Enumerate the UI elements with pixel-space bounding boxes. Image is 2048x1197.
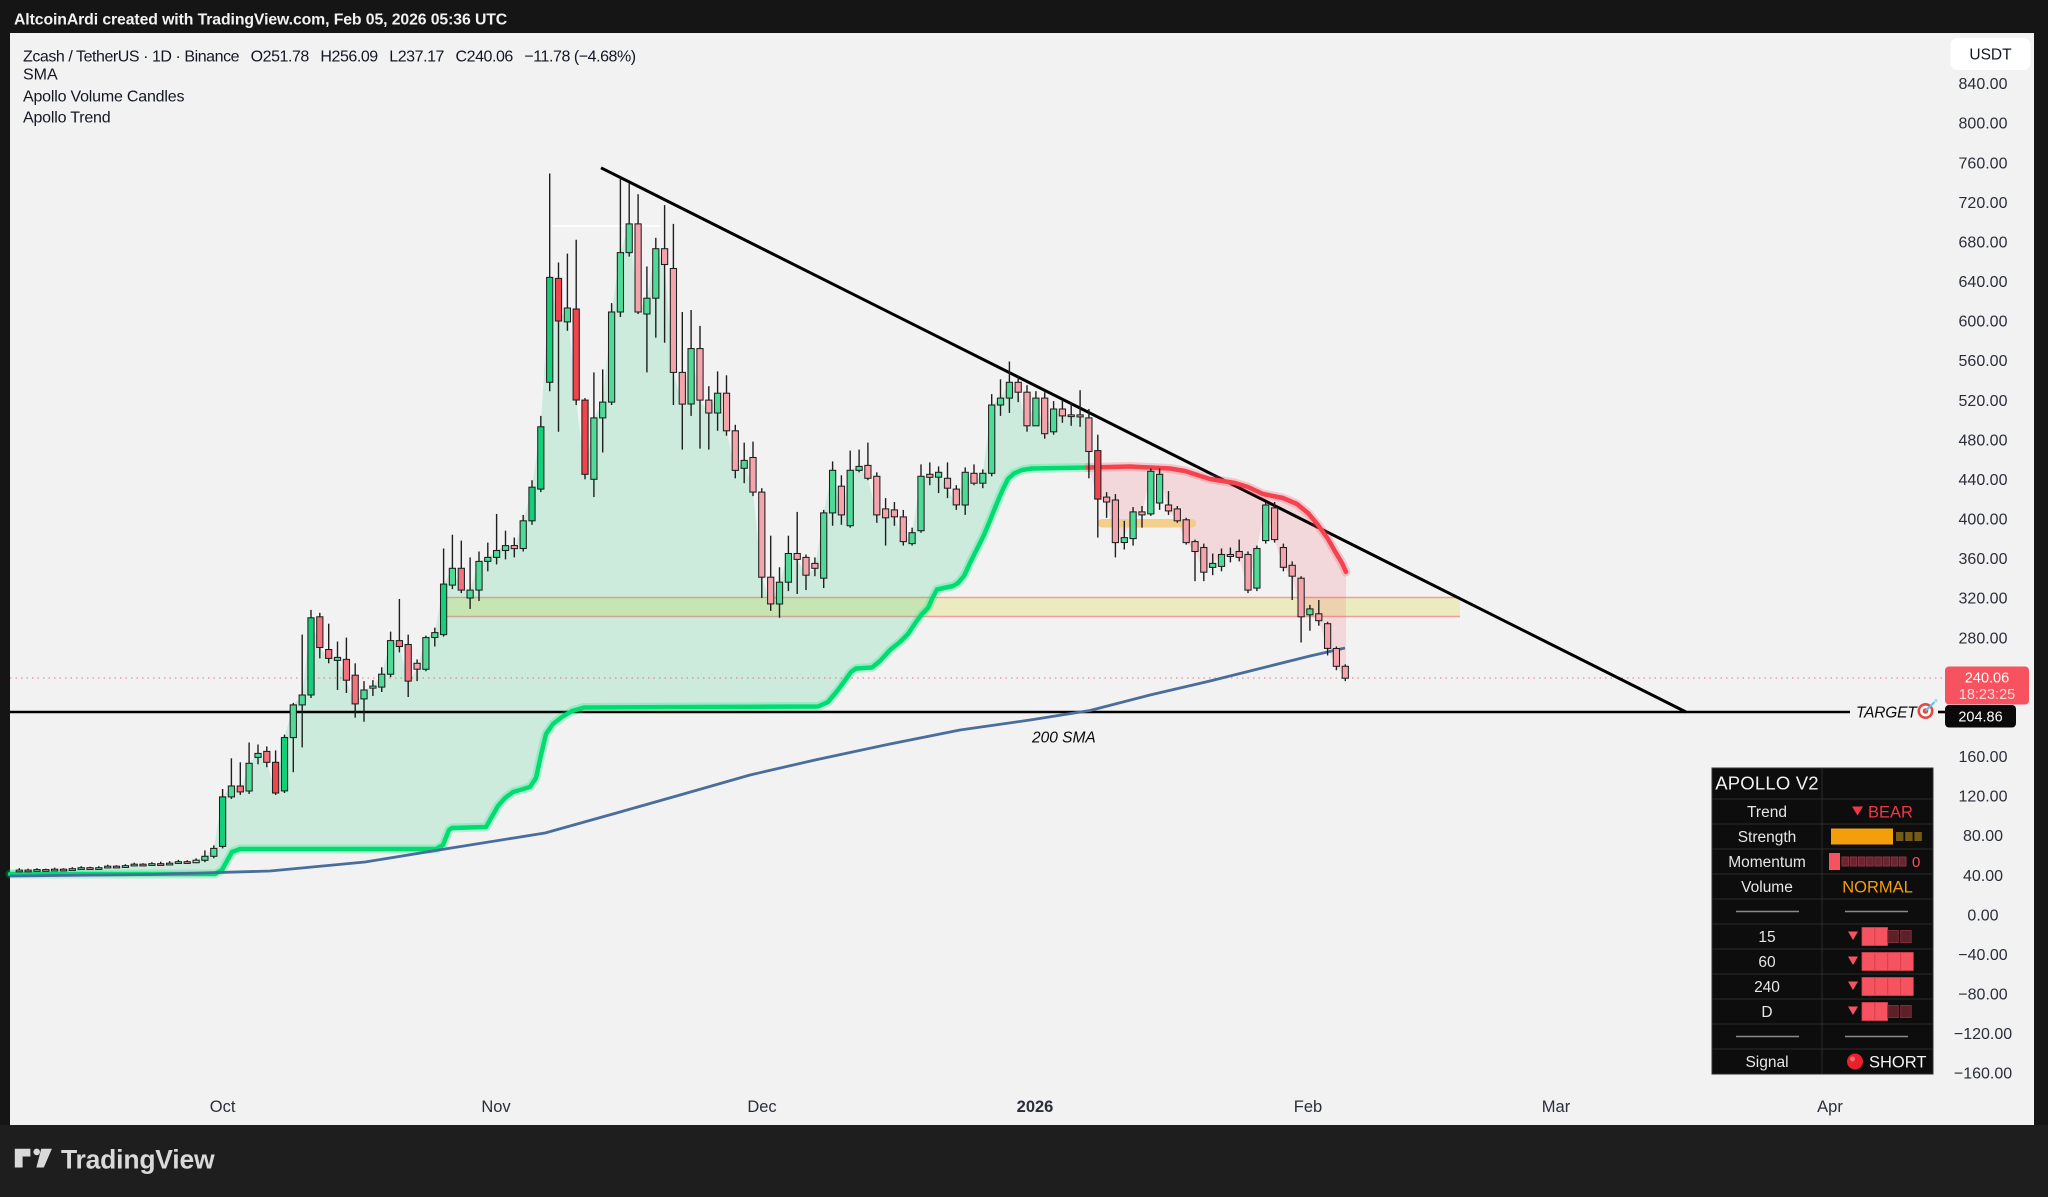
svg-text:Dec: Dec [747, 1098, 776, 1116]
svg-text:240.06: 240.06 [1965, 671, 2009, 687]
svg-text:Apollo Volume Candles: Apollo Volume Candles [23, 89, 184, 106]
svg-text:204.86: 204.86 [1958, 710, 2002, 726]
svg-text:Oct: Oct [210, 1098, 236, 1116]
svg-text:18:23:25: 18:23:25 [1959, 687, 2015, 703]
svg-text:Signal: Signal [1745, 1054, 1788, 1071]
svg-text:15: 15 [1758, 929, 1775, 946]
svg-text:440.00: 440.00 [1959, 472, 2008, 489]
svg-text:D: D [1761, 1004, 1772, 1021]
svg-text:0.00: 0.00 [1967, 907, 1998, 924]
svg-text:640.00: 640.00 [1959, 274, 2008, 291]
svg-text:Zcash / TetherUS · 1D · Binanc: Zcash / TetherUS · 1D · Binance O251.78 … [23, 49, 636, 66]
svg-text:840.00: 840.00 [1959, 76, 2008, 93]
svg-text:0: 0 [1912, 854, 1920, 871]
svg-text:160.00: 160.00 [1959, 749, 2008, 766]
svg-text:40.00: 40.00 [1963, 868, 2003, 885]
svg-text:240: 240 [1754, 979, 1780, 996]
svg-text:SHORT: SHORT [1869, 1054, 1926, 1072]
svg-text:320.00: 320.00 [1959, 591, 2008, 608]
svg-text:AltcoinArdi created with Tradi: AltcoinArdi created with TradingView.com… [14, 12, 507, 29]
svg-text:280.00: 280.00 [1959, 630, 2008, 647]
svg-text:520.00: 520.00 [1959, 393, 2008, 410]
svg-text:USDT: USDT [1969, 47, 2012, 64]
svg-text:120.00: 120.00 [1959, 789, 2008, 806]
svg-text:SMA: SMA [23, 67, 58, 84]
svg-text:TradingView: TradingView [61, 1145, 215, 1175]
svg-text:800.00: 800.00 [1959, 116, 2008, 133]
svg-text:760.00: 760.00 [1959, 155, 2008, 172]
svg-text:Volume: Volume [1741, 879, 1793, 896]
svg-text:APOLLO V2: APOLLO V2 [1715, 773, 1819, 794]
svg-text:BEAR: BEAR [1868, 804, 1913, 822]
svg-text:−40.00: −40.00 [1958, 947, 2007, 964]
svg-text:TARGET: TARGET [1856, 705, 1918, 722]
svg-text:560.00: 560.00 [1959, 353, 2008, 370]
svg-text:720.00: 720.00 [1959, 195, 2008, 212]
svg-text:Apollo Trend: Apollo Trend [23, 110, 110, 127]
svg-text:680.00: 680.00 [1959, 234, 2008, 251]
svg-text:400.00: 400.00 [1959, 512, 2008, 529]
svg-text:Nov: Nov [481, 1098, 511, 1116]
svg-text:80.00: 80.00 [1963, 828, 2003, 845]
svg-text:480.00: 480.00 [1959, 432, 2008, 449]
svg-text:Strength: Strength [1738, 829, 1797, 846]
svg-text:Momentum: Momentum [1728, 854, 1806, 871]
svg-text:60: 60 [1758, 954, 1776, 971]
svg-text:NORMAL: NORMAL [1842, 879, 1913, 897]
svg-text:600.00: 600.00 [1959, 314, 2008, 331]
svg-text:−80.00: −80.00 [1958, 987, 2007, 1004]
svg-text:Trend: Trend [1747, 804, 1787, 821]
svg-text:−120.00: −120.00 [1954, 1026, 2012, 1043]
svg-text:Apr: Apr [1817, 1098, 1843, 1116]
svg-text:200 SMA: 200 SMA [1031, 730, 1096, 747]
svg-text:360.00: 360.00 [1959, 551, 2008, 568]
svg-text:Mar: Mar [1542, 1098, 1571, 1116]
svg-text:2026: 2026 [1017, 1098, 1054, 1116]
svg-text:−160.00: −160.00 [1954, 1066, 2012, 1083]
svg-text:Feb: Feb [1294, 1098, 1322, 1116]
